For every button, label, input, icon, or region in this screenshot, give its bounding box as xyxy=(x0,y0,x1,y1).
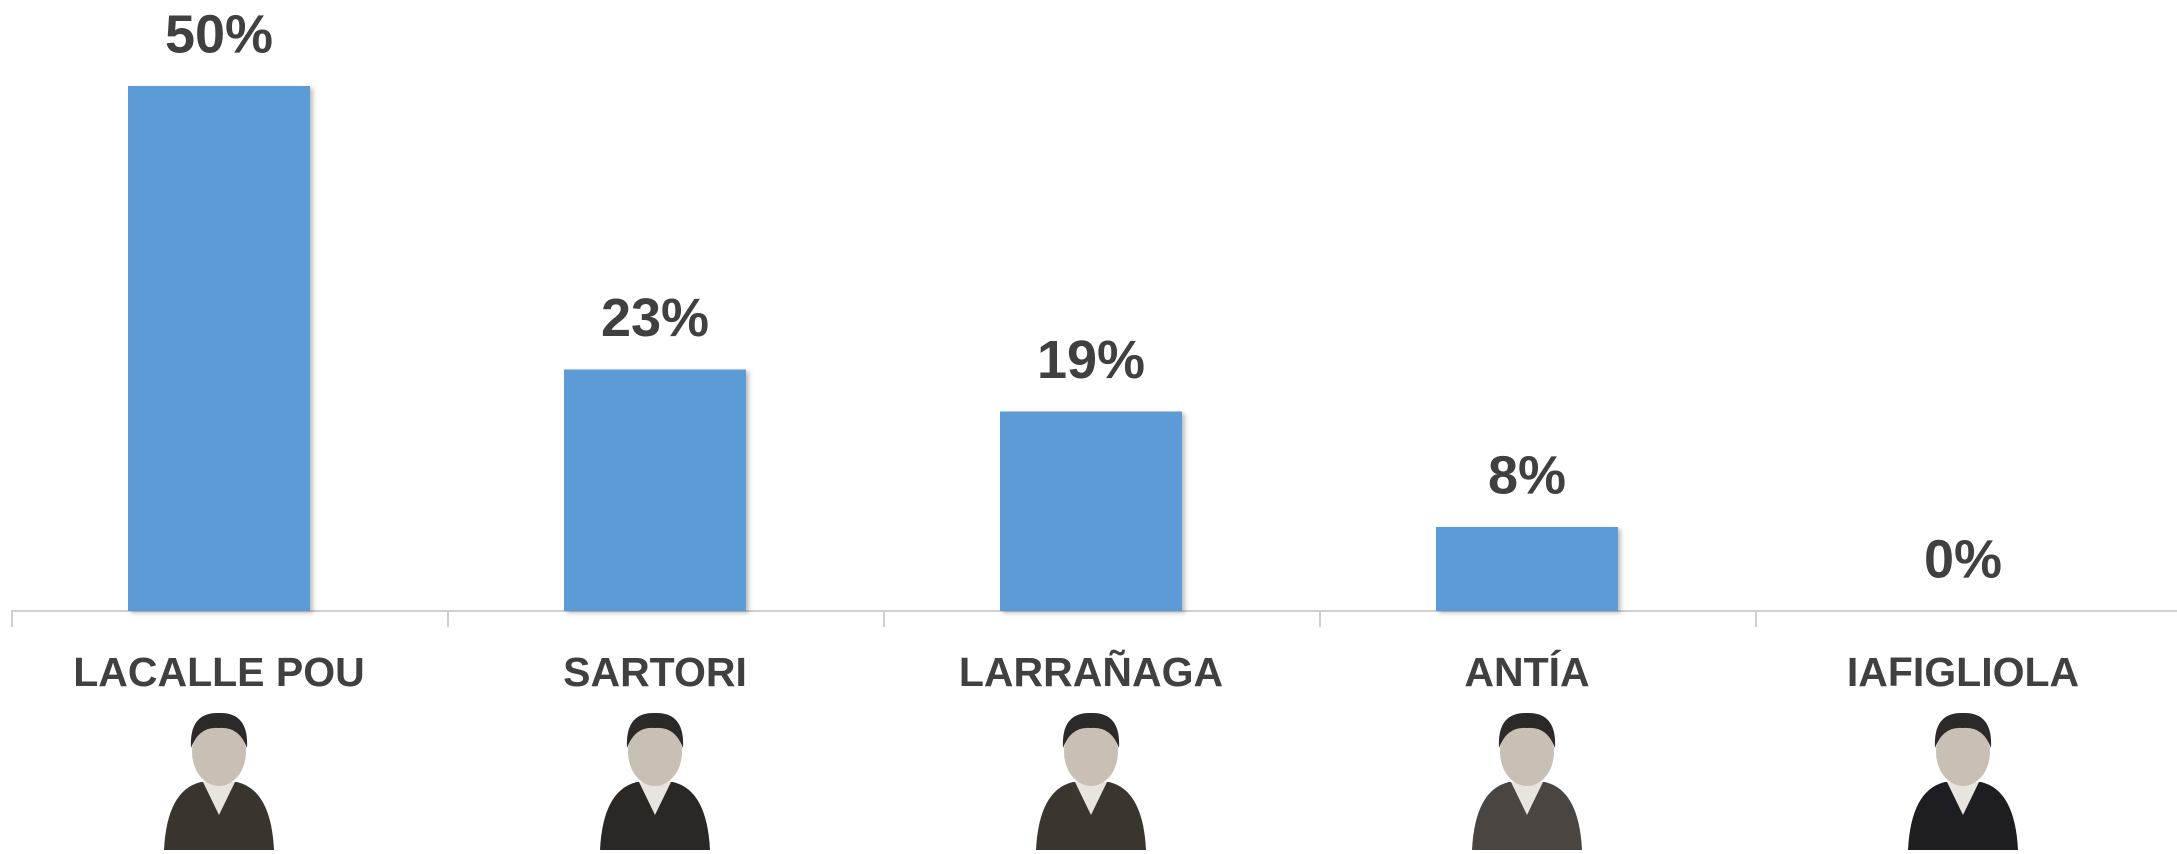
category-label: SARTORI xyxy=(563,649,747,695)
value-label: 50% xyxy=(165,4,273,64)
value-label: 8% xyxy=(1488,445,1566,505)
bar xyxy=(564,370,746,612)
category-label: IAFIGLIOLA xyxy=(1847,649,2079,695)
portrait xyxy=(1908,713,2018,850)
bar xyxy=(1000,412,1182,612)
portrait xyxy=(600,713,710,850)
portrait xyxy=(1472,713,1582,850)
portrait xyxy=(1036,713,1146,850)
value-label: 19% xyxy=(1037,330,1145,390)
category-label: ANTÍA xyxy=(1464,649,1589,695)
bar xyxy=(1436,527,1618,611)
category-label: LARRAÑAGA xyxy=(959,649,1223,695)
category-label: LACALLE POU xyxy=(73,649,365,695)
value-label: 23% xyxy=(601,288,709,348)
value-label: 0% xyxy=(1924,529,2002,589)
bar xyxy=(128,86,310,611)
category-separators xyxy=(12,611,1756,627)
portraits xyxy=(164,713,2018,850)
portrait xyxy=(164,713,274,850)
chart: 50% LACALLE POU 23% SARTORI 19% LARRAÑAGA 8% AN… xyxy=(0,0,2177,854)
page: {"chart_data": {"type": "bar", "categori… xyxy=(0,0,2177,854)
